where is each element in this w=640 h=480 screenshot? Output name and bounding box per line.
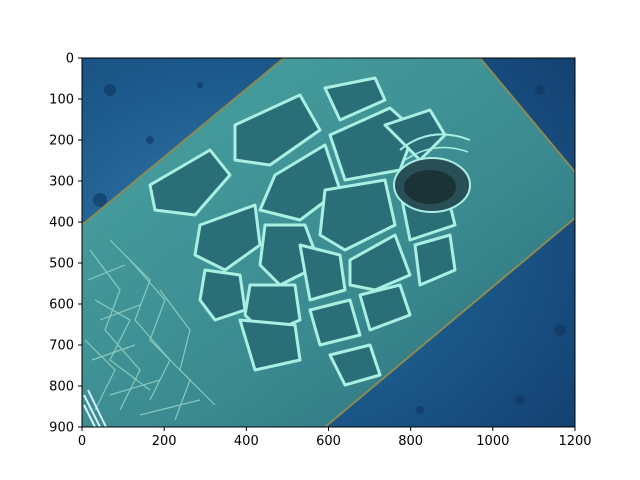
x-tick-label: 0 xyxy=(78,434,86,449)
x-axis: 0 200 400 600 800 1000 1200 xyxy=(78,427,592,449)
turtle-eye xyxy=(393,133,471,213)
y-tick-label: 200 xyxy=(49,134,74,149)
crop-border xyxy=(82,58,285,226)
y-tick-label: 800 xyxy=(49,380,74,395)
crop-border-right xyxy=(479,58,575,173)
x-tick-label: 400 xyxy=(234,434,259,449)
y-tick-label: 900 xyxy=(49,421,74,436)
y-tick-label: 300 xyxy=(49,175,74,190)
x-tick-label: 600 xyxy=(316,434,341,449)
y-tick-label: 700 xyxy=(49,339,74,354)
x-tick-label: 200 xyxy=(152,434,177,449)
y-tick-label: 0 xyxy=(66,52,74,67)
turtle-photo xyxy=(82,58,575,427)
x-tick-label: 800 xyxy=(398,434,423,449)
y-tick-label: 500 xyxy=(49,257,74,272)
neck-wrinkles xyxy=(84,239,216,421)
x-tick-label: 1200 xyxy=(558,434,591,449)
x-tick-label: 1000 xyxy=(476,434,509,449)
y-tick-label: 100 xyxy=(49,93,74,108)
crop-border-bottom xyxy=(324,217,575,427)
turtle-head xyxy=(82,58,575,427)
y-axis: 0 100 200 300 400 500 600 700 800 900 xyxy=(49,52,82,436)
y-tick-label: 600 xyxy=(49,298,74,313)
striped-patch xyxy=(83,389,107,427)
y-tick-label: 400 xyxy=(49,216,74,231)
water-texture xyxy=(93,82,566,414)
